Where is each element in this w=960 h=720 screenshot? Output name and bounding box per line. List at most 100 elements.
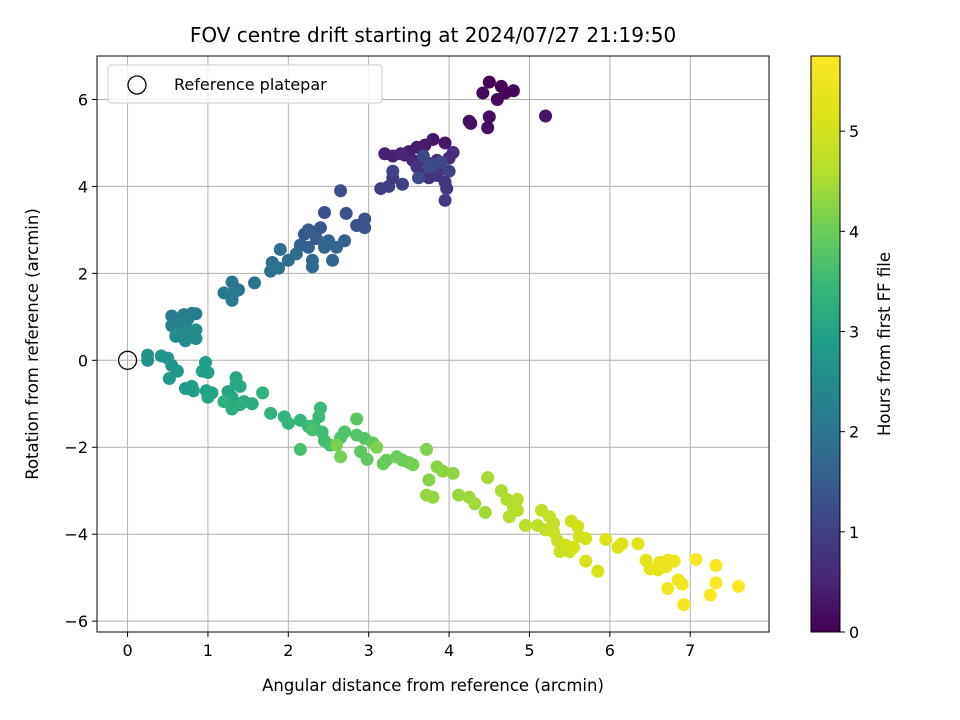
data-point	[162, 372, 176, 386]
data-point	[667, 554, 681, 568]
y-axis-label: Rotation from reference (arcmin)	[23, 208, 42, 480]
reference-platepar-marker	[117, 350, 138, 370]
data-point	[317, 205, 331, 219]
data-point	[416, 149, 430, 163]
data-point	[464, 116, 478, 130]
data-point	[379, 453, 393, 467]
data-point	[264, 406, 278, 420]
data-point	[256, 386, 270, 400]
data-point	[281, 416, 295, 430]
data-point	[446, 146, 460, 160]
data-point	[689, 552, 703, 566]
data-point	[293, 442, 307, 456]
x-tick-label: 2	[283, 641, 293, 660]
colorbar-gradient	[810, 55, 841, 633]
y-tick-label: −2	[64, 438, 88, 457]
data-point	[358, 221, 372, 235]
data-point	[233, 379, 247, 393]
data-point	[709, 576, 723, 590]
y-tick-label: 4	[78, 177, 88, 196]
data-point	[571, 519, 585, 533]
data-point	[395, 177, 409, 191]
data-point	[631, 537, 645, 551]
x-tick-label: 0	[122, 641, 132, 660]
colorbar-tick-label: 1	[849, 523, 859, 542]
colorbar-ticks: 0 1 2 3 4 5	[840, 122, 859, 642]
data-point	[434, 156, 448, 170]
data-point	[301, 223, 315, 237]
data-point	[309, 232, 323, 246]
data-point	[468, 497, 482, 511]
data-point	[227, 286, 241, 300]
data-point	[422, 160, 436, 174]
data-point	[169, 329, 183, 343]
data-point	[490, 92, 504, 106]
data-point	[579, 554, 593, 568]
data-point	[426, 490, 440, 504]
data-point	[579, 532, 593, 546]
data-point	[370, 440, 384, 454]
data-point	[661, 582, 675, 596]
legend-entry-reference-platepar: Reference platepar	[174, 75, 327, 94]
data-point	[481, 471, 495, 485]
data-point	[225, 275, 239, 289]
data-point	[406, 458, 420, 472]
data-point	[245, 397, 259, 411]
data-point	[436, 464, 450, 478]
data-point	[677, 598, 691, 612]
data-point	[539, 109, 553, 123]
data-point	[482, 75, 496, 89]
data-point	[386, 164, 400, 178]
data-point	[334, 450, 348, 464]
colorbar-label: Hours from first FF file	[875, 252, 894, 436]
data-point	[709, 558, 723, 572]
data-point	[438, 193, 452, 207]
data-point	[360, 452, 374, 466]
y-tick-label: 2	[78, 264, 88, 283]
data-point	[334, 184, 348, 198]
data-point	[317, 240, 331, 254]
data-point	[420, 442, 434, 456]
data-point	[599, 532, 613, 546]
colorbar-tick-label: 4	[849, 222, 859, 241]
x-axis-label: Angular distance from reference (arcmin)	[262, 676, 604, 695]
x-tick-label: 3	[364, 641, 374, 660]
colorbar: 0 1 2 3 4 5 Hours from first FF file	[810, 55, 894, 642]
x-tick-label: 5	[524, 641, 534, 660]
y-tick-label: 0	[78, 351, 88, 370]
data-point	[186, 384, 200, 398]
data-point	[438, 136, 452, 150]
data-point	[518, 518, 532, 532]
y-tick-label: 6	[78, 90, 88, 109]
data-point	[233, 398, 247, 412]
data-point	[478, 505, 492, 519]
data-point	[201, 390, 215, 404]
data-point	[141, 353, 155, 367]
data-point	[273, 242, 287, 256]
data-point	[482, 110, 496, 124]
data-point	[731, 579, 745, 593]
data-point	[412, 171, 426, 185]
data-point	[591, 564, 605, 578]
legend: Reference platepar	[107, 64, 383, 104]
x-tick-label: 7	[685, 641, 695, 660]
data-point	[703, 588, 717, 602]
data-point	[410, 160, 424, 174]
data-point	[330, 240, 344, 254]
legend-box	[107, 64, 383, 104]
x-tick-label: 4	[444, 641, 454, 660]
data-point	[189, 323, 203, 337]
y-tick-label: −4	[64, 525, 88, 544]
colorbar-tick-label: 0	[849, 623, 859, 642]
data-point	[446, 466, 460, 480]
data-point	[339, 206, 353, 220]
data-point	[248, 276, 262, 290]
data-point	[442, 164, 456, 178]
colorbar-tick-label: 2	[849, 423, 859, 442]
data-point	[506, 84, 520, 98]
data-points	[141, 75, 745, 612]
data-point	[305, 260, 319, 274]
y-tick-label: −6	[64, 612, 88, 631]
plot-frame	[96, 55, 770, 633]
